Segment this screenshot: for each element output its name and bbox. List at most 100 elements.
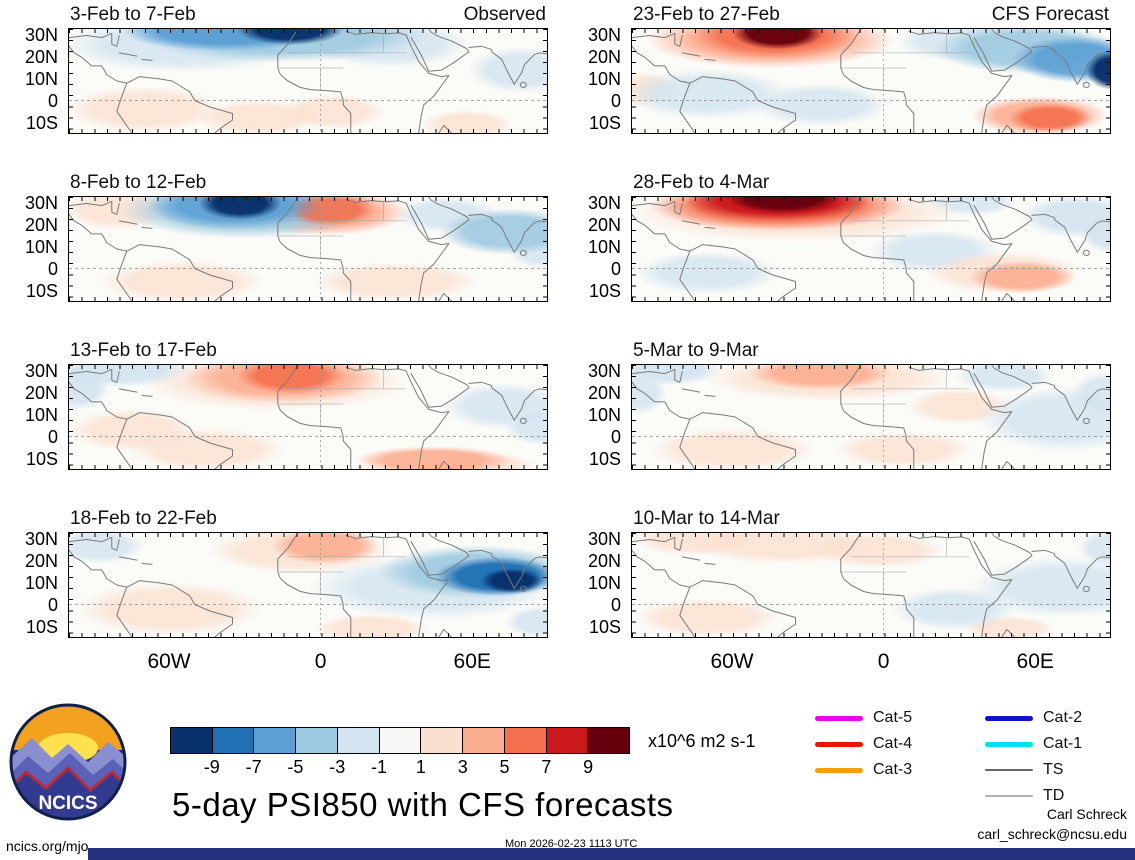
lat-tick-label: 20N xyxy=(24,214,58,235)
lat-tick-label: 30N xyxy=(24,360,58,381)
anomaly-map xyxy=(631,532,1111,638)
lat-tick-label: 0 xyxy=(47,426,58,447)
lat-tick-label: 10S xyxy=(25,448,58,469)
legend-label: Cat-5 xyxy=(873,709,913,726)
lat-tick-label: 20N xyxy=(24,46,58,67)
lat-tick-label: 0 xyxy=(610,594,621,615)
lat-tick-label: 30N xyxy=(24,192,58,213)
map-panel-observed-week2: 8-Feb to 12-Feb 30N 20N 10N 0 10S xyxy=(25,172,548,302)
colorbar-cell xyxy=(546,728,589,753)
legend-line-swatch xyxy=(815,767,863,773)
colorbar-cell xyxy=(504,728,547,753)
map-panel-forecast-week4: 10-Mar to 14-Mar 30N 20N 10N 0 10S xyxy=(588,508,1111,638)
lat-tick-label: 30N xyxy=(587,24,621,45)
lat-tick-label: 10N xyxy=(587,68,621,89)
author-name: Carl Schreck xyxy=(1046,806,1127,822)
coastline-overlay xyxy=(69,365,547,469)
anomaly-map xyxy=(68,532,548,638)
lat-tick-label: 10N xyxy=(587,236,621,257)
lat-axis-labels: 30N 20N 10N 0 10S xyxy=(573,528,625,638)
colorbar-cell xyxy=(379,728,422,753)
legend-item-cat-5: Cat-5 xyxy=(815,705,975,731)
lat-tick-label: 20N xyxy=(587,382,621,403)
lat-tick-label: 20N xyxy=(587,214,621,235)
lat-tick-label: 10N xyxy=(24,404,58,425)
lon-tick-label: 0 xyxy=(877,650,890,673)
map-panel-forecast-week1: 23-Feb to 27-Feb CFS Forecast 30N 20N 10N 0… xyxy=(588,4,1111,134)
legend-label: Cat-2 xyxy=(1043,709,1083,726)
legend-item-cat-2: Cat-2 xyxy=(985,705,1135,731)
map-panel-forecast-week3: 5-Mar to 9-Mar 30N 20N 10N 0 10S xyxy=(588,340,1111,470)
colorbar-tick-label: 5 xyxy=(499,757,510,777)
lat-tick-label: 10N xyxy=(24,572,58,593)
anomaly-map xyxy=(631,28,1111,134)
lat-tick-label: 0 xyxy=(610,426,621,447)
colorbar-tick-label: -1 xyxy=(371,757,388,777)
colorbar-cell xyxy=(171,728,213,753)
coastline-overlay xyxy=(632,533,1110,637)
lat-tick-label: 10N xyxy=(587,572,621,593)
legend-item-cat-1: Cat-1 xyxy=(985,731,1135,757)
colorbar-tick-label: -9 xyxy=(203,757,220,777)
footer-accent-bar xyxy=(88,848,1135,860)
legend-line-swatch xyxy=(985,795,1033,797)
colorbar-tick-label: 3 xyxy=(457,757,468,777)
colorbar-tick-label: 1 xyxy=(415,757,426,777)
coastline-overlay xyxy=(69,197,547,301)
storm-legend-column-2: Cat-2 Cat-1 TS TD xyxy=(985,705,1135,809)
lat-axis-labels: 30N 20N 10N 0 10S xyxy=(10,528,62,638)
colorbar-tick-label: -7 xyxy=(245,757,262,777)
legend-item-cat-4: Cat-4 xyxy=(815,731,975,757)
lat-tick-label: 10N xyxy=(24,236,58,257)
lat-tick-label: 0 xyxy=(47,90,58,111)
lat-tick-label: 20N xyxy=(24,382,58,403)
panel-date-range: 10-Mar to 14-Mar xyxy=(633,508,780,529)
lat-tick-label: 20N xyxy=(587,550,621,571)
panel-date-range: 28-Feb to 4-Mar xyxy=(633,172,770,193)
lat-axis-labels: 30N 20N 10N 0 10S xyxy=(10,192,62,302)
panel-date-range: 18-Feb to 22-Feb xyxy=(70,508,217,529)
lat-axis-labels: 30N 20N 10N 0 10S xyxy=(10,24,62,134)
colorbar-cell xyxy=(254,728,297,753)
lat-tick-label: 10N xyxy=(587,404,621,425)
lat-tick-label: 30N xyxy=(587,192,621,213)
lat-axis-labels: 30N 20N 10N 0 10S xyxy=(573,24,625,134)
site-url-link[interactable]: ncics.org/mjo xyxy=(6,838,89,854)
storm-legend-column-1: Cat-5 Cat-4 Cat-3 xyxy=(815,705,975,783)
anomaly-map xyxy=(68,196,548,302)
legend-label: Cat-1 xyxy=(1043,735,1083,752)
anomaly-colorbar xyxy=(170,727,630,754)
lon-tick-label: 60W xyxy=(710,650,754,673)
logo-red-ridge-line xyxy=(11,766,125,792)
map-panel-forecast-week2: 28-Feb to 4-Mar 30N 20N 10N 0 10S xyxy=(588,172,1111,302)
lat-tick-label: 10S xyxy=(25,280,58,301)
legend-label: Cat-3 xyxy=(873,761,913,778)
coastline-overlay xyxy=(69,29,547,133)
lat-tick-label: 10S xyxy=(25,616,58,637)
colorbar-cell xyxy=(337,728,380,753)
author-email-link[interactable]: carl_schreck@ncsu.edu xyxy=(977,826,1127,842)
lon-tick-label: 60E xyxy=(453,650,491,673)
colorbar-tick-label: -5 xyxy=(287,757,304,777)
lat-tick-label: 30N xyxy=(24,528,58,549)
lat-tick-label: 30N xyxy=(587,528,621,549)
anomaly-map xyxy=(631,364,1111,470)
coastline-overlay xyxy=(632,197,1110,301)
lat-tick-label: 10S xyxy=(588,616,621,637)
lat-tick-label: 30N xyxy=(24,24,58,45)
map-panel-observed-week1: 3-Feb to 7-Feb Observed 30N 20N 10N 0 10S xyxy=(25,4,548,134)
lat-tick-label: 0 xyxy=(610,258,621,279)
anomaly-map xyxy=(68,28,548,134)
column-label-forecast: CFS Forecast xyxy=(991,4,1109,25)
colorbar-cell xyxy=(588,728,630,753)
lat-tick-label: 20N xyxy=(587,46,621,67)
lon-tick-label: 0 xyxy=(314,650,327,673)
lat-tick-label: 30N xyxy=(587,360,621,381)
colorbar-cell xyxy=(296,728,338,753)
panel-date-range: 8-Feb to 12-Feb xyxy=(70,172,207,193)
colorbar-units: x10^6 m2 s-1 xyxy=(648,731,756,751)
legend-line-swatch xyxy=(985,741,1033,747)
lon-tick-label: 60E xyxy=(1016,650,1054,673)
lat-tick-label: 0 xyxy=(47,258,58,279)
